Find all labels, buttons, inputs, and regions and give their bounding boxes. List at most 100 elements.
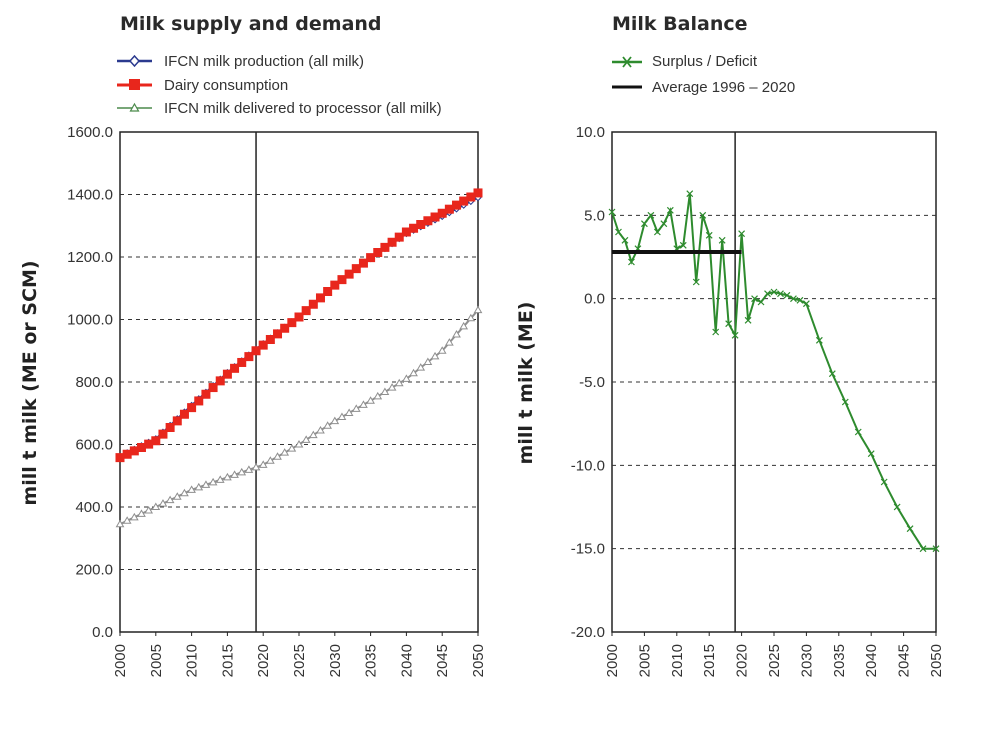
data-point	[344, 408, 354, 416]
data-point	[287, 444, 297, 452]
legend-item-average: Average 1996 – 2020	[612, 79, 795, 96]
data-point	[301, 435, 311, 443]
data-point	[265, 456, 275, 464]
data-point	[187, 403, 197, 413]
data-point	[751, 295, 758, 303]
data-point	[444, 338, 454, 346]
x-tick-label: 2025	[766, 644, 783, 677]
data-point	[647, 211, 655, 219]
data-point	[344, 269, 354, 279]
x-tick-label: 2010	[669, 644, 686, 677]
data-point	[444, 204, 454, 214]
data-point	[699, 211, 707, 219]
data-point	[251, 462, 261, 471]
data-point	[615, 228, 622, 236]
data-point	[165, 423, 175, 432]
series-ifcn-milk-production-all-milk	[116, 193, 482, 461]
data-point	[301, 306, 311, 316]
data-point	[394, 378, 404, 387]
y-tick-label: 5.0	[584, 207, 605, 224]
data-point	[828, 370, 836, 378]
data-point	[764, 290, 771, 298]
data-point	[796, 296, 804, 304]
data-point	[194, 482, 204, 491]
data-point	[906, 525, 914, 533]
data-point	[430, 212, 440, 222]
data-point	[122, 449, 132, 459]
x-tick-label: 2000	[604, 644, 621, 677]
data-point	[151, 502, 161, 510]
data-point	[402, 374, 411, 382]
series-line	[611, 193, 936, 550]
data-point	[323, 287, 333, 296]
data-point	[380, 387, 390, 395]
data-point	[137, 509, 146, 517]
x-tick-label: 2025	[291, 644, 308, 677]
data-point	[366, 396, 375, 404]
data-point	[287, 318, 297, 328]
data-point	[466, 192, 476, 202]
data-point	[351, 404, 361, 412]
x-tick-label: 2000	[112, 644, 129, 677]
chart2-y-axis-label: mill t milk (ME)	[515, 302, 537, 465]
legend-item-surplus: Surplus / Deficit	[612, 53, 758, 70]
legend-label-average: Average 1996 – 2020	[652, 79, 795, 96]
data-point	[208, 383, 218, 393]
legend-item-delivered: IFCN milk delivered to processor (all mi…	[117, 100, 442, 117]
data-point	[308, 299, 318, 309]
x-tick-label: 2050	[928, 644, 945, 677]
data-point	[387, 237, 397, 247]
x-tick-label: 2035	[363, 644, 380, 677]
data-point	[409, 368, 418, 377]
chart2-title: Milk Balance	[612, 13, 748, 35]
x-marker-icon	[622, 56, 632, 68]
data-point	[165, 495, 175, 504]
legend-label-consumption: Dairy consumption	[164, 77, 288, 94]
data-point	[718, 236, 726, 244]
x-tick-label: 2010	[184, 644, 201, 677]
y-tick-label: -5.0	[579, 374, 605, 391]
y-tick-label: -10.0	[571, 457, 605, 474]
data-point	[230, 470, 239, 478]
data-point	[686, 190, 694, 198]
data-point	[273, 329, 283, 339]
data-point	[359, 400, 368, 408]
data-point	[115, 519, 125, 528]
data-point	[280, 323, 290, 333]
diamond-marker-icon	[128, 54, 141, 68]
data-point	[416, 220, 426, 229]
chart2-plot-area: -20.0 -15.0 -10.0 -5.0 0.0 5.0 10.0 2000 2005 201…	[571, 124, 945, 677]
data-point	[172, 416, 182, 426]
y-tick-label: 10.0	[576, 124, 605, 141]
data-point	[790, 295, 797, 303]
data-point	[366, 253, 376, 263]
data-point	[459, 196, 469, 206]
data-point	[409, 223, 419, 233]
data-point	[473, 188, 483, 198]
data-point	[867, 450, 875, 458]
data-point	[757, 298, 765, 306]
square-marker-icon	[129, 79, 140, 90]
x-tick-label: 2040	[863, 644, 880, 677]
data-point	[777, 290, 784, 298]
legend-item-consumption: Dairy consumption	[117, 77, 288, 94]
data-point	[466, 313, 476, 322]
data-point	[244, 352, 254, 362]
data-point	[230, 363, 240, 373]
data-point	[179, 409, 189, 419]
data-point	[731, 331, 739, 339]
data-point	[666, 206, 674, 214]
data-point	[473, 305, 483, 314]
legend-label-delivered: IFCN milk delivered to processor (all mi…	[164, 100, 442, 117]
x-tick-label: 2045	[434, 644, 451, 677]
data-point	[337, 275, 347, 285]
data-point	[223, 472, 232, 481]
data-point	[294, 312, 304, 322]
x-tick-label: 2030	[327, 644, 344, 677]
data-point	[330, 280, 340, 290]
data-point	[115, 453, 125, 463]
data-point	[802, 300, 810, 308]
data-point	[208, 477, 218, 486]
chart1-legend: IFCN milk production (all milk) Dairy co…	[117, 53, 442, 117]
data-point	[416, 363, 426, 371]
